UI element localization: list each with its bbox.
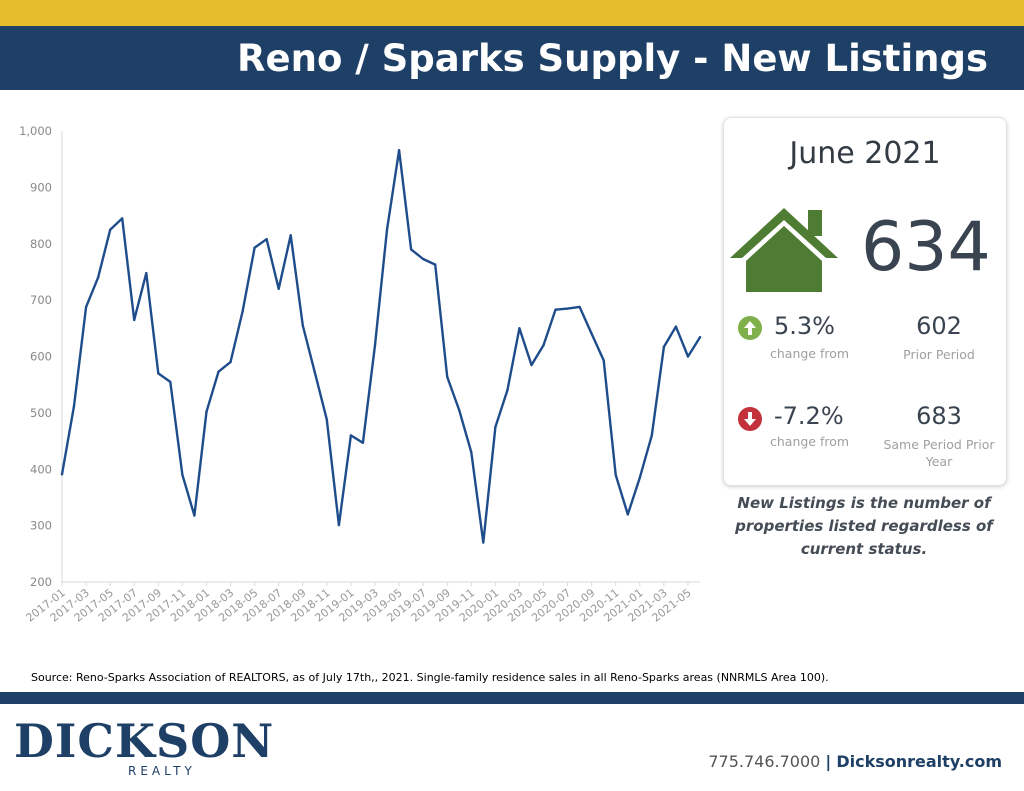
phone-number: 775.746.7000	[708, 752, 821, 771]
data-point	[289, 234, 292, 237]
data-point	[157, 372, 160, 375]
website-link[interactable]: Dicksonrealty.com	[836, 752, 1002, 771]
data-point	[96, 276, 100, 279]
data-point	[169, 380, 172, 384]
data-point	[373, 344, 377, 347]
change-prior-year: -7.2%	[774, 402, 844, 430]
y-tick-label: 200	[30, 575, 52, 589]
house-icon	[730, 208, 838, 292]
page-title: Reno / Sparks Supply - New Listings	[237, 37, 988, 80]
new-listings-line-chart: 200 300 400 500 600 700 800 900 1,000 2017-01201…	[19, 124, 702, 625]
data-point	[60, 473, 64, 476]
data-point	[349, 434, 353, 437]
y-tick-label: 900	[30, 180, 52, 194]
y-tick-label: 500	[30, 406, 52, 420]
data-point	[566, 307, 569, 310]
stat-card: June 2021 634 5.3% change from 602 Prior…	[723, 117, 1007, 486]
change-label-1: change from	[770, 346, 850, 361]
prior-year-label: Same Period Prior Year	[883, 437, 995, 469]
prior-period-value: 602	[916, 312, 962, 340]
data-point	[506, 389, 509, 392]
source-note: Source: Reno-Sparks Association of REALT…	[31, 671, 829, 684]
data-point	[72, 404, 76, 408]
data-point	[409, 248, 413, 251]
data-point	[554, 308, 557, 311]
data-point	[518, 327, 521, 330]
change-prior-period: 5.3%	[774, 312, 835, 340]
data-point	[121, 217, 124, 220]
footer-band	[0, 692, 1024, 704]
data-point	[578, 305, 581, 309]
y-tick-label: 600	[30, 350, 52, 364]
data-point	[84, 305, 88, 309]
accent-bar	[0, 0, 1024, 26]
logo-subtitle: REALTY	[128, 764, 196, 778]
data-point	[446, 375, 449, 378]
data-point	[361, 441, 365, 444]
stat-period: June 2021	[789, 136, 941, 171]
data-point	[698, 336, 702, 339]
y-tick-label: 700	[30, 293, 52, 307]
data-point	[650, 434, 653, 437]
y-tick-label: 300	[30, 519, 52, 533]
change-label-2: change from	[770, 434, 850, 449]
data-point	[638, 476, 641, 479]
stat-value: 634	[861, 208, 991, 287]
x-axis: 2017-012017-032017-052017-072017-092017-…	[24, 582, 694, 625]
series-layer	[60, 149, 702, 544]
data-point	[614, 473, 617, 477]
y-tick-label: 400	[30, 462, 52, 476]
dickson-logo: DICKSON	[14, 714, 275, 768]
data-point	[181, 473, 184, 477]
data-point	[602, 359, 605, 362]
data-point	[397, 149, 401, 152]
data-point	[590, 332, 593, 336]
arrow-down-icon	[738, 407, 762, 431]
arrow-up-icon	[738, 316, 762, 340]
title-band	[0, 26, 1024, 90]
data-point	[193, 514, 196, 517]
data-point	[205, 410, 208, 413]
definition-note: New Listings is the number of properties…	[735, 494, 993, 558]
data-point	[458, 408, 461, 412]
data-point	[277, 287, 280, 290]
data-point	[470, 451, 473, 454]
data-point	[421, 257, 425, 261]
y-tick-label: 800	[30, 237, 52, 251]
data-point	[109, 228, 112, 231]
data-point	[686, 355, 690, 358]
prior-year-value: 683	[916, 402, 962, 430]
data-point	[229, 360, 232, 364]
data-point	[133, 318, 136, 322]
data-point	[482, 541, 485, 544]
data-point	[662, 345, 666, 349]
data-point	[337, 523, 341, 527]
data-point	[434, 263, 437, 266]
data-point	[674, 325, 678, 328]
data-point	[385, 228, 389, 231]
contact-info: 775.746.7000 | Dicksonrealty.com	[708, 752, 1002, 771]
data-point	[494, 425, 497, 429]
data-point	[313, 371, 316, 374]
data-point	[253, 246, 256, 249]
y-axis: 200 300 400 500 600 700 800 900 1,000	[19, 124, 700, 589]
data-point	[265, 238, 268, 241]
y-tick-label: 1,000	[19, 124, 52, 138]
prior-period-label: Prior Period	[903, 347, 975, 362]
data-point	[217, 370, 220, 373]
data-point	[542, 344, 545, 347]
data-point	[325, 418, 328, 421]
contact-separator: |	[825, 752, 832, 771]
data-point	[301, 324, 304, 327]
series-line-new-listings	[60, 149, 702, 544]
data-point	[530, 363, 533, 367]
data-point	[241, 310, 244, 313]
data-point	[626, 513, 629, 516]
data-point	[145, 271, 148, 275]
